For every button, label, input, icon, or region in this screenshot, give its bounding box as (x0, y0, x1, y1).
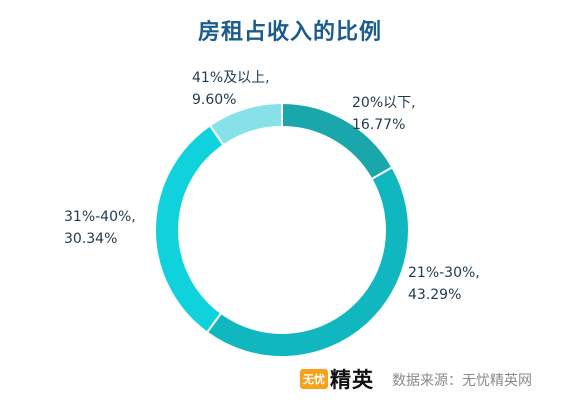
logo-text: 精英 (330, 367, 374, 392)
slice-0-value: 16.77% (352, 117, 406, 133)
logo-badge: 无忧 (300, 369, 328, 389)
label-slice-2: 31%-40%, 30.34% (64, 206, 136, 250)
slice-3-category: 41%及以上, (192, 70, 270, 86)
slice-0-category: 20%以下, (352, 95, 416, 111)
brand-logo: 无忧 精英 (300, 366, 374, 392)
label-slice-3: 41%及以上, 9.60% (192, 67, 270, 111)
donut-slice-2 (154, 124, 225, 334)
slice-1-category: 21%-30%, (408, 265, 480, 281)
slice-1-value: 43.29% (408, 287, 462, 303)
donut-slices (154, 101, 410, 358)
chart-title: 房租占收入的比例 (197, 20, 382, 45)
label-slice-0: 20%以下, 16.77% (352, 92, 416, 136)
slice-2-category: 31%-40%, (64, 209, 136, 225)
slice-2-value: 30.34% (64, 231, 118, 247)
label-slice-1: 21%-30%, 43.29% (408, 262, 480, 306)
data-source: 数据来源：无忧精英网 (392, 373, 532, 389)
donut-slice-1 (205, 165, 410, 358)
slice-3-value: 9.60% (192, 92, 237, 108)
donut-slice-3 (208, 101, 283, 147)
